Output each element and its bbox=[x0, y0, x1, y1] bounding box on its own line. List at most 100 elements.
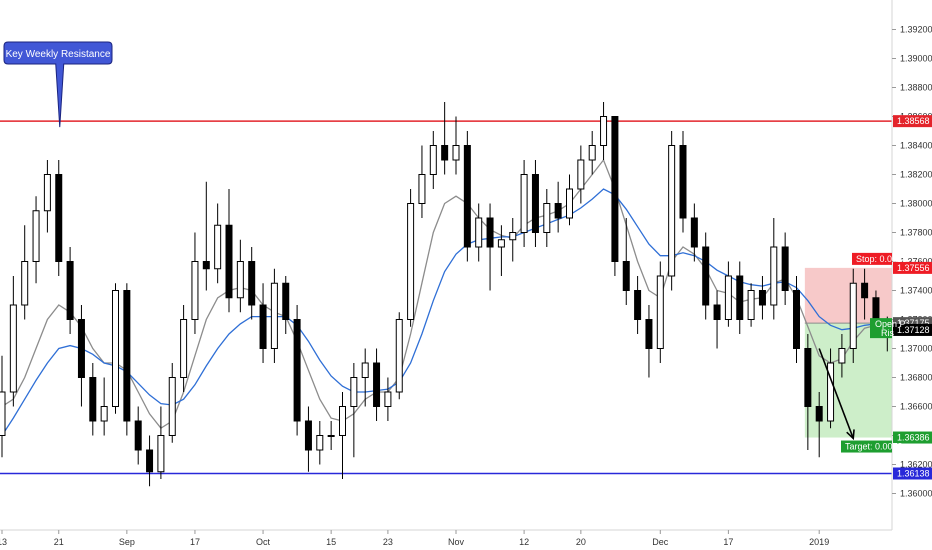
candle bbox=[793, 276, 800, 363]
candle bbox=[55, 160, 63, 276]
candle bbox=[554, 181, 562, 233]
candle-body bbox=[350, 377, 358, 407]
time-tick-label: 23 bbox=[383, 537, 393, 547]
price-tick-label: 1.39200 bbox=[900, 25, 932, 35]
price-axis-panel bbox=[892, 0, 932, 550]
candle-body bbox=[293, 319, 301, 422]
candle-body bbox=[339, 406, 346, 436]
support-price-tag: 1.36138 bbox=[893, 467, 932, 480]
candle-body bbox=[282, 282, 290, 320]
key-weekly-resistance-callout[interactable]: Key Weekly Resistance bbox=[3, 41, 113, 128]
candle-body bbox=[89, 377, 97, 422]
time-tick-label: 15 bbox=[326, 537, 336, 547]
candle-body bbox=[9, 304, 17, 393]
candle bbox=[214, 203, 222, 284]
candle bbox=[112, 283, 119, 414]
candle bbox=[180, 305, 188, 392]
candle-body bbox=[202, 261, 210, 270]
candle-body bbox=[146, 449, 154, 473]
candle bbox=[0, 355, 6, 458]
candle bbox=[339, 392, 346, 479]
candle-body bbox=[486, 217, 494, 248]
candle-body bbox=[77, 319, 85, 378]
candle-body bbox=[713, 304, 721, 320]
candle bbox=[827, 348, 835, 429]
resistance-price-tag-text: 1.38568 bbox=[897, 116, 930, 126]
candle-body bbox=[248, 261, 256, 306]
resistance-price-tag-box bbox=[893, 115, 932, 128]
candle bbox=[304, 406, 312, 472]
target-label-text: Target: 0.0078 bbox=[845, 442, 903, 452]
candle bbox=[373, 348, 381, 421]
candle-body bbox=[134, 420, 142, 451]
candle-body bbox=[702, 246, 710, 306]
candle bbox=[77, 305, 85, 407]
candle-body bbox=[611, 116, 619, 262]
candle bbox=[747, 283, 755, 327]
candle bbox=[259, 283, 267, 363]
candle-body bbox=[668, 145, 676, 277]
target-label: Target: 0.0078 bbox=[841, 440, 903, 453]
candle-body bbox=[838, 348, 846, 364]
position-zones bbox=[804, 267, 892, 438]
price-tick-label: 1.38200 bbox=[900, 170, 932, 180]
candle bbox=[429, 131, 437, 189]
current-price-tag-text: 1.37128 bbox=[897, 325, 930, 335]
candle-body bbox=[441, 145, 449, 161]
candle bbox=[724, 261, 732, 327]
candle-body bbox=[407, 203, 415, 320]
candle-body bbox=[361, 362, 369, 378]
candle-body bbox=[21, 261, 29, 306]
candle-body bbox=[112, 290, 119, 407]
target-label-box bbox=[841, 440, 892, 453]
candle-body bbox=[566, 188, 573, 219]
candle-body bbox=[690, 217, 698, 248]
candle bbox=[361, 348, 369, 407]
candle bbox=[804, 334, 812, 450]
candle bbox=[656, 261, 664, 363]
candle-body bbox=[236, 261, 244, 299]
time-axis[interactable]: 13 21 Sep 17 Oct 15 23 Nov 12 20 Dec 17 2019 bbox=[0, 530, 829, 547]
open-position-text-2: Ris bbox=[881, 328, 894, 338]
price-tick-label: 1.38400 bbox=[900, 141, 932, 151]
candle bbox=[679, 131, 687, 233]
stop-price-tag: 1.37556 bbox=[893, 261, 932, 274]
candle bbox=[475, 203, 483, 262]
candle bbox=[327, 421, 335, 450]
candle bbox=[838, 334, 846, 378]
candle bbox=[566, 174, 573, 226]
candle bbox=[770, 218, 778, 320]
callout-text: Key Weekly Resistance bbox=[6, 49, 111, 60]
callout-bubble bbox=[3, 41, 113, 128]
candle bbox=[282, 276, 290, 334]
candle bbox=[134, 406, 142, 465]
candle bbox=[486, 203, 494, 291]
candle-body bbox=[736, 275, 744, 320]
price-tick-label: 1.38800 bbox=[900, 83, 932, 93]
candle bbox=[600, 102, 608, 160]
candle-body bbox=[600, 116, 608, 146]
candle-body bbox=[724, 275, 732, 320]
price-tick-label: 1.36800 bbox=[900, 373, 932, 383]
candle-body bbox=[225, 224, 233, 299]
candle bbox=[690, 203, 698, 262]
candle-body bbox=[622, 261, 630, 291]
open-position-box bbox=[870, 318, 892, 339]
candle-body bbox=[872, 297, 880, 320]
candle-body bbox=[543, 203, 551, 233]
time-tick-label: 17 bbox=[723, 537, 733, 547]
candle-body bbox=[577, 159, 585, 190]
candle bbox=[236, 239, 244, 313]
candle-body bbox=[100, 406, 108, 422]
stop-price-tag-box bbox=[893, 261, 932, 274]
candle bbox=[395, 312, 403, 400]
candle-body bbox=[43, 174, 51, 212]
candle bbox=[634, 276, 642, 334]
candle-body bbox=[157, 435, 165, 473]
resistance-price-tag: 1.38568 bbox=[893, 115, 932, 128]
support-price-tag-box bbox=[893, 467, 932, 480]
candle-body bbox=[588, 145, 596, 161]
candle-body bbox=[679, 145, 687, 219]
candle bbox=[815, 392, 823, 458]
